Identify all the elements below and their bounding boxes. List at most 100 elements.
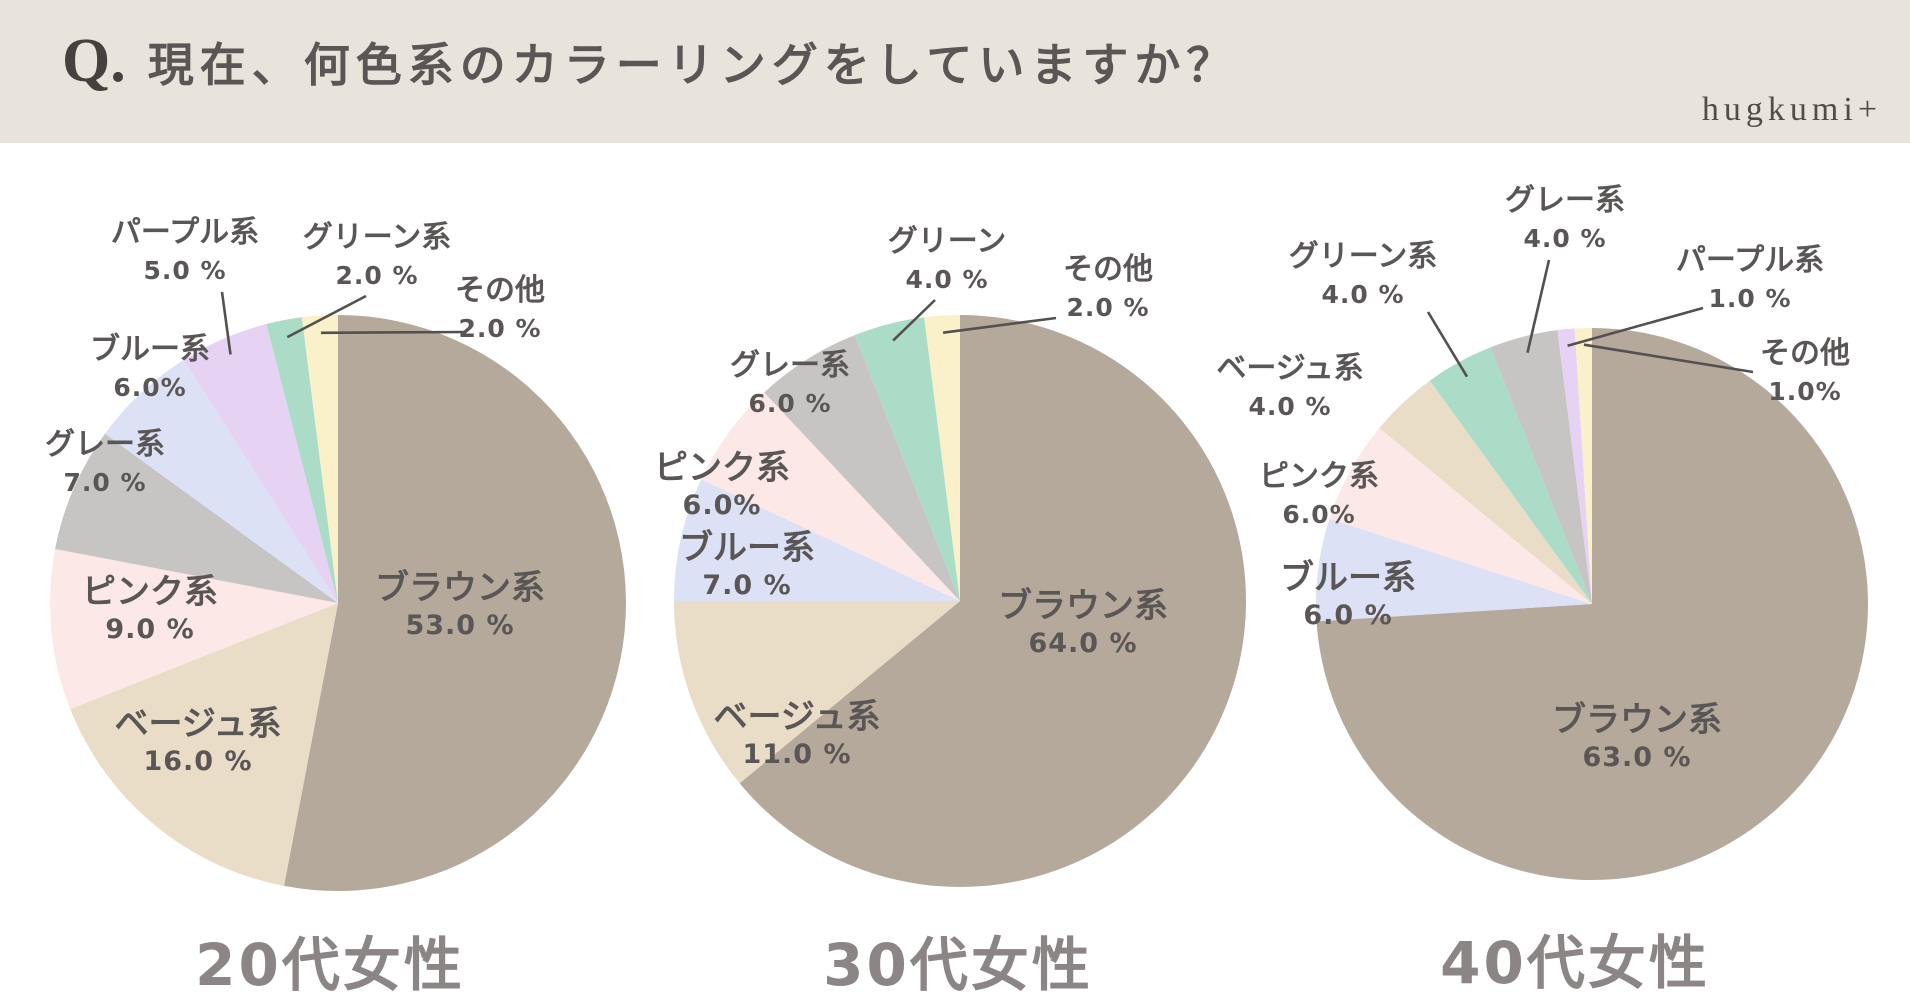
- header-bar: Q. 現在、何色系のカラーリングをしていますか？ hugkumi+: [0, 0, 1910, 143]
- pie3-label-beige-name: ベージュ系: [1216, 351, 1364, 386]
- pie2-label-brown-percent: 64.0 %: [1028, 628, 1138, 659]
- pie3-label-gray-percent: 4.0 %: [1523, 224, 1607, 253]
- pie1-label-other: その他 2.0 %: [455, 272, 545, 347]
- pie3-label-beige-percent: 4.0 %: [1248, 392, 1332, 421]
- pie1-slice-beige: [70, 603, 338, 886]
- pie2-label-other: その他 2.0 %: [1063, 251, 1153, 326]
- pie3-label-blue: ブルー系 6.0 %: [1280, 559, 1416, 634]
- pie3-label-blue-percent: 6.0 %: [1303, 600, 1393, 631]
- pie3-label-purple-percent: 1.0 %: [1708, 284, 1792, 313]
- pie3-label-brown: ブラウン系 63.0 %: [1552, 701, 1722, 776]
- pie1-label-pink-percent: 9.0 %: [105, 614, 195, 645]
- age-caption-1: 20代女性: [195, 931, 465, 999]
- pie1-label-beige: ベージュ系 16.0 %: [115, 705, 282, 780]
- pie3-slice-gray: [1490, 330, 1592, 604]
- pie2-label-blue-name: ブルー系: [679, 528, 815, 568]
- pie3-slice-purple: [1557, 328, 1592, 604]
- pie1-label-other-percent: 2.0 %: [458, 314, 542, 343]
- pie3-label-pink-percent: 6.0%: [1282, 500, 1356, 529]
- pie2-leader-other: [942, 316, 1057, 334]
- pie2-label-pink-name: ピンク系: [654, 448, 790, 488]
- pie1-label-green: グリーン系 2.0 %: [303, 219, 452, 294]
- pie1-label-brown-name: ブラウン系: [375, 568, 545, 608]
- pie3-label-pink-name: ピンク系: [1259, 459, 1379, 494]
- pie2-label-blue-percent: 7.0 %: [702, 570, 792, 601]
- age-caption-2: 30代女性: [823, 931, 1093, 999]
- pie1-label-green-name: グリーン系: [302, 220, 452, 255]
- pie3-leader-gray: [1526, 259, 1551, 353]
- pie1-label-brown: ブラウン系 53.0 %: [375, 569, 545, 644]
- pie1-label-beige-name: ベージュ系: [114, 704, 282, 744]
- pie1-label-purple-name: パープル系: [110, 215, 260, 250]
- pie1-label-purple: パープル系 5.0 %: [111, 214, 259, 289]
- pie1-label-green-percent: 2.0 %: [335, 261, 419, 290]
- pie2-label-brown-name: ブラウン系: [998, 586, 1168, 626]
- pie2-label-other-name: その他: [1063, 252, 1153, 287]
- pie2-label-other-percent: 2.0 %: [1066, 293, 1150, 322]
- pie1-leader-green: [286, 294, 367, 339]
- pie2-label-green-name: グリーン: [887, 224, 1007, 259]
- pie2-label-pink-percent: 6.0%: [682, 490, 762, 521]
- pie2-slice-other: [924, 315, 960, 601]
- pie1-slice-purple: [183, 324, 338, 603]
- pie1-label-blue-percent: 6.0%: [113, 373, 187, 402]
- pie1-label-purple-percent: 5.0 %: [143, 256, 227, 285]
- brand-logo: hugkumi+: [1701, 91, 1882, 128]
- pie2-label-gray-percent: 6.0 %: [748, 389, 832, 418]
- pie3-label-pink: ピンク系 6.0%: [1259, 458, 1379, 533]
- pie2-slice-green: [854, 317, 960, 601]
- pie3-label-blue-name: ブルー系: [1280, 558, 1416, 598]
- pie2-label-beige: ベージュ系 11.0 %: [714, 698, 881, 773]
- pie1-label-gray-percent: 7.0 %: [63, 468, 147, 497]
- pie1-label-blue: ブルー系 6.0%: [90, 331, 210, 406]
- pie3-slice-blue: [1315, 518, 1592, 622]
- pie1-slice-blue: [105, 359, 338, 603]
- pie2-slice-brown: [739, 315, 1246, 888]
- pie3-slice-brown: [1316, 328, 1868, 880]
- pie2-label-green-percent: 4.0 %: [905, 265, 989, 294]
- pie1-label-other-name: その他: [455, 273, 545, 308]
- pie1-slice-other: [301, 315, 338, 603]
- pie3-label-other-name: その他: [1760, 336, 1850, 371]
- pie2-label-gray: グレー系 6.0 %: [730, 347, 850, 422]
- pie1-leader-purple: [220, 291, 232, 355]
- pie3-label-green: グリーン系 4.0 %: [1289, 238, 1438, 313]
- pie2-label-beige-percent: 11.0 %: [742, 739, 852, 770]
- pie3-leader-other: [1583, 343, 1754, 374]
- pie3-label-green-percent: 4.0 %: [1321, 280, 1405, 309]
- pie3-label-purple-name: パープル系: [1675, 243, 1825, 278]
- pie3-leader-purple: [1567, 306, 1704, 347]
- pie3-label-other-percent: 1.0%: [1768, 377, 1842, 406]
- pie1-leader-other: [320, 330, 467, 335]
- pie1-label-gray-name: グレー系: [45, 427, 165, 462]
- pie2-slice-pink: [701, 392, 960, 601]
- pie2-label-green: グリーン 4.0 %: [888, 223, 1007, 298]
- pie3-leader-green: [1426, 311, 1469, 378]
- pie1-label-brown-percent: 53.0 %: [405, 610, 515, 641]
- pie3-slice-pink: [1329, 428, 1592, 604]
- pie1-label-beige-percent: 16.0 %: [143, 746, 253, 777]
- pie1-label-blue-name: ブルー系: [90, 332, 210, 367]
- pie3-slice-green: [1429, 347, 1592, 604]
- pie2-label-brown: ブラウン系 64.0 %: [998, 587, 1168, 662]
- pie2-label-beige-name: ベージュ系: [713, 697, 881, 737]
- pie3-label-purple: パープル系 1.0 %: [1676, 242, 1824, 317]
- question-title: Q. 現在、何色系のカラーリングをしていますか？: [62, 26, 1238, 97]
- pie1-label-pink: ピンク系 9.0 %: [82, 573, 218, 648]
- pie3-label-green-name: グリーン系: [1288, 239, 1438, 274]
- pie3-slice-beige: [1379, 380, 1592, 604]
- pie3-label-other: その他 1.0%: [1760, 335, 1850, 410]
- pie3-label-beige: ベージュ系 4.0 %: [1216, 350, 1363, 425]
- pie1-slice-brown: [284, 315, 626, 891]
- pie2-slice-beige: [674, 601, 960, 784]
- pie2-leader-green: [892, 299, 936, 342]
- pie2-label-pink: ピンク系 6.0%: [654, 449, 790, 524]
- pie3-label-brown-percent: 63.0 %: [1582, 742, 1692, 773]
- pie1-slice-gray: [55, 433, 338, 603]
- pie2-slice-gray: [764, 335, 960, 601]
- question-text: 現在、何色系のカラーリングをしていますか？: [147, 38, 1239, 92]
- pie2-label-gray-name: グレー系: [730, 348, 850, 383]
- pie3-label-gray: グレー系 4.0 %: [1505, 182, 1625, 257]
